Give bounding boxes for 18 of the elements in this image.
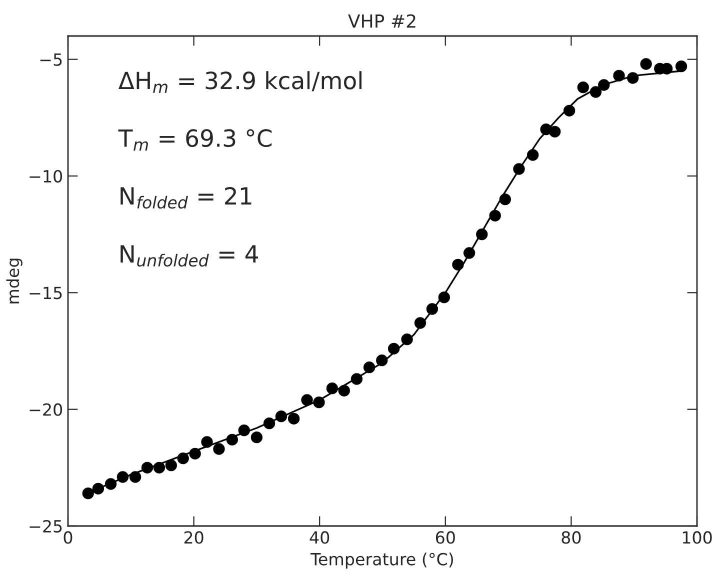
x-axis-title: Temperature (°C) (310, 552, 453, 569)
x-tick-label: 80 (562, 531, 581, 544)
x-tick-label: 20 (184, 531, 204, 544)
annotation: N$_{folded}$ = 21 (120, 186, 252, 209)
y-tick-label: −10 (30, 170, 62, 183)
x-tick-label: 60 (436, 531, 455, 544)
y-tick-label: −15 (30, 286, 62, 300)
annotation: ΔH$_{m}$ = 32.9 kcal/mol (118, 71, 362, 93)
y-tick-label: −25 (30, 520, 62, 533)
annotation: N$_{unfolded}$ = 4 (120, 245, 258, 267)
y-axis-title: mdeg (6, 258, 22, 304)
chart-title: VHP #2 (348, 14, 416, 28)
x-tick-label: 100 (682, 531, 712, 544)
y-tick-label: −20 (30, 403, 62, 416)
y-tick-label: −5 (40, 54, 62, 66)
x-tick-label: 40 (310, 531, 330, 544)
annotation: T$_{m}$ = 69.3 °C (118, 129, 272, 151)
x-tick-label: 0 (64, 531, 72, 544)
